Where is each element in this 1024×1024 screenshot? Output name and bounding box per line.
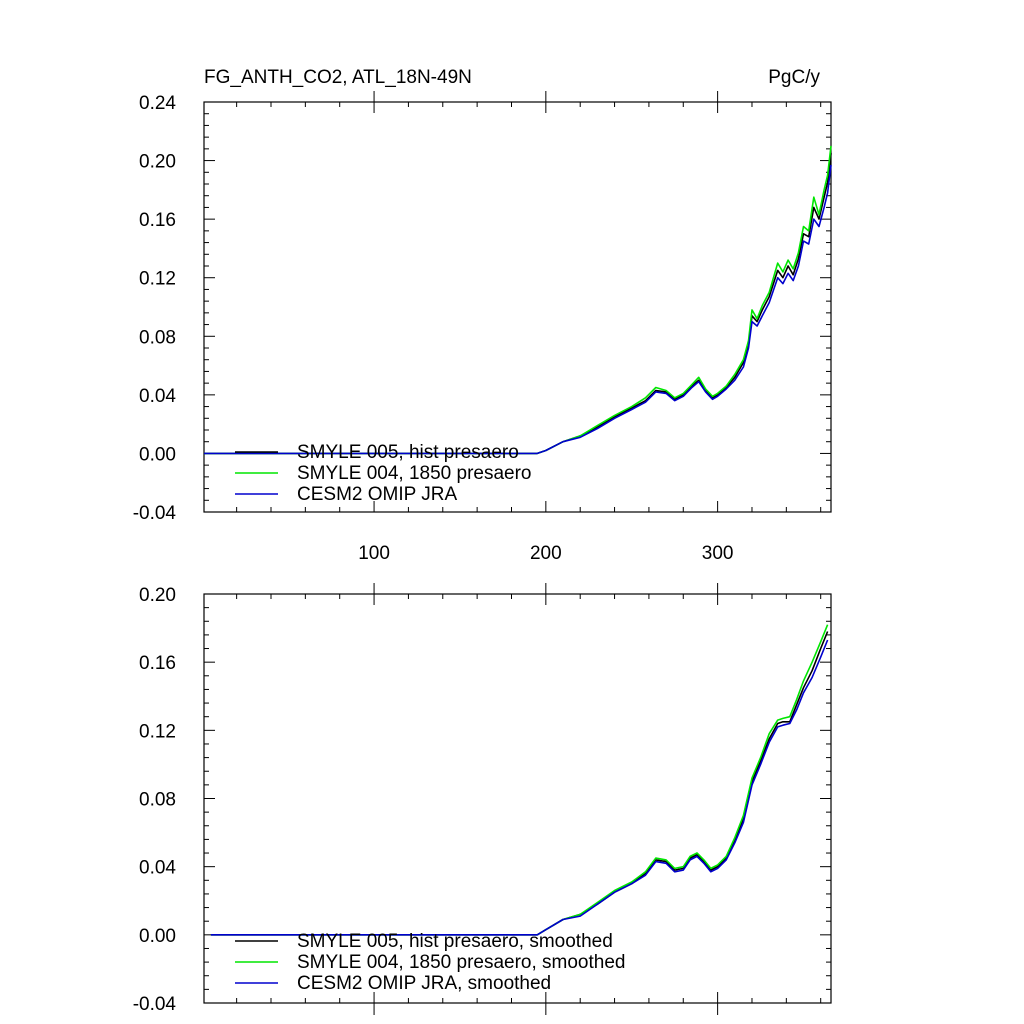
plot-frame [203, 101, 832, 513]
y-tick-label: 0.20 [139, 152, 176, 173]
y-tick-label: 0.04 [139, 858, 176, 879]
chart-title: FG_ANTH_CO2, ATL_18N-49N [204, 67, 472, 88]
y-tick-label: 0.12 [139, 269, 176, 290]
legend-label: SMYLE 005, hist presaero [297, 442, 519, 463]
series-line-1 [204, 145, 832, 455]
y-tick-label: 0.24 [139, 93, 176, 114]
y-tick-label: -0.04 [133, 503, 177, 524]
series-line-2 [210, 639, 829, 936]
bottom-plot-area: -0.04 0.00 0.04 0.08 0.12 0.16 0.20 SMYLE 005, … [133, 583, 832, 1015]
units-label: PgC/y [768, 67, 820, 88]
x-tick-label: 300 [702, 543, 734, 564]
top-plot-area: -0.04 0.00 0.04 0.08 0.12 0.16 0.20 0.24 100 200 3… [133, 91, 832, 564]
y-tick-label: 0.08 [139, 790, 176, 811]
bottom-chart-panel: -0.04 0.00 0.04 0.08 0.12 0.16 0.20 SMYLE 005, … [133, 583, 832, 1015]
legend-label: CESM2 OMIP JRA [297, 484, 457, 505]
y-tick-label: 0.16 [139, 210, 176, 231]
legend-label: CESM2 OMIP JRA, smoothed [297, 973, 551, 994]
legend-label: SMYLE 004, 1850 presaero, smoothed [297, 952, 625, 973]
series-line-2 [204, 164, 832, 455]
y-tick-label: -0.04 [133, 994, 177, 1015]
y-tick-label: 0.00 [139, 444, 176, 465]
y-tick-label: 0.04 [139, 386, 176, 407]
legend-label: SMYLE 004, 1850 presaero [297, 463, 532, 484]
series-line-1 [210, 624, 829, 936]
y-tick-label: 0.08 [139, 327, 176, 348]
top-chart-panel: FG_ANTH_CO2, ATL_18N-49N PgC/y -0.04 0.00… [133, 67, 832, 564]
x-tick-label: 200 [530, 543, 562, 564]
series-line-0 [204, 153, 832, 455]
y-tick-label: 0.20 [139, 585, 176, 606]
y-tick-label: 0.16 [139, 653, 176, 674]
y-tick-label: 0.00 [139, 926, 176, 947]
y-tick-label: 0.12 [139, 721, 176, 742]
series-line-0 [210, 631, 829, 936]
legend-label: SMYLE 005, hist presaero, smoothed [297, 931, 613, 952]
x-tick-label: 100 [358, 543, 390, 564]
